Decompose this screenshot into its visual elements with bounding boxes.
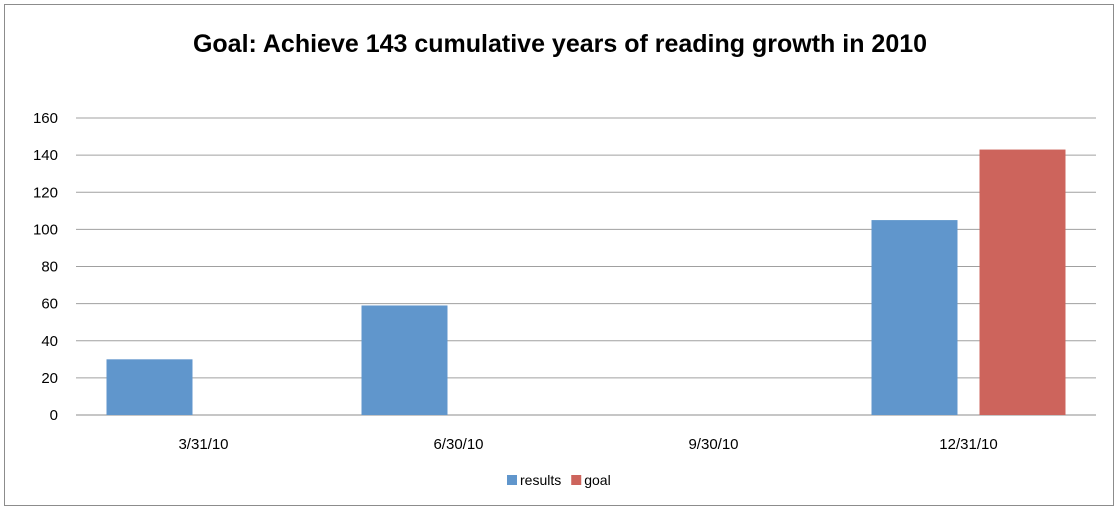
x-tick-label: 3/31/10 <box>178 436 228 453</box>
y-axis-ticks: 0 20 40 60 80 100 120 140 160 <box>33 110 58 424</box>
legend-label: goal <box>584 472 610 488</box>
y-tick-label: 40 <box>41 333 58 350</box>
chart-title: Goal: Achieve 143 cumulative years of re… <box>192 30 928 58</box>
legend-label: results <box>520 472 561 488</box>
y-tick-label: 80 <box>41 259 58 276</box>
x-tick-label: 9/30/10 <box>688 436 738 453</box>
legend-swatch <box>571 475 582 485</box>
bar-results <box>106 359 193 415</box>
y-tick-label: 160 <box>33 110 58 127</box>
y-tick-label: 0 <box>50 407 58 424</box>
y-tick-label: 140 <box>33 147 58 164</box>
y-tick-label: 120 <box>33 184 58 201</box>
y-tick-label: 100 <box>33 221 58 238</box>
legend-swatch <box>507 475 517 485</box>
x-tick-label: 12/31/10 <box>939 436 997 453</box>
y-tick-label: 20 <box>41 370 58 387</box>
bars <box>106 149 1066 415</box>
y-tick-label: 60 <box>41 296 58 313</box>
legend: results goal <box>507 472 611 488</box>
bar-results <box>361 305 448 415</box>
x-axis-ticks: 3/31/10 6/30/10 9/30/10 12/31/10 <box>178 436 997 453</box>
x-tick-label: 6/30/10 <box>433 436 483 453</box>
bar-goal <box>979 149 1066 415</box>
bar-results <box>871 220 958 415</box>
